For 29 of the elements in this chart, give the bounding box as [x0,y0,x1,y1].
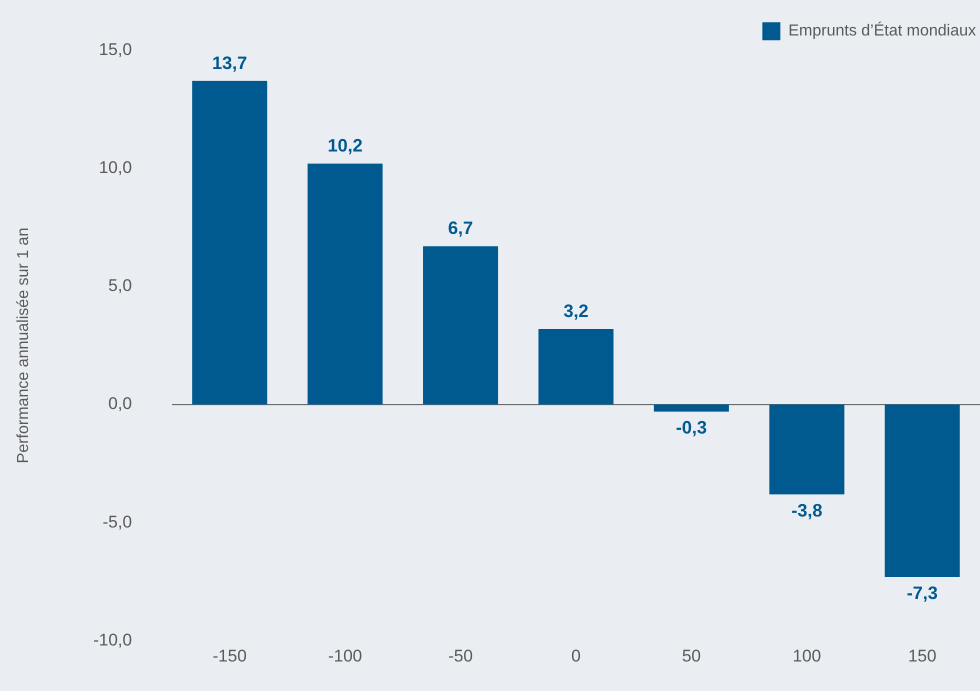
data-label: 13,7 [212,52,248,73]
x-tick-label: -100 [328,646,362,666]
bar [308,164,383,405]
y-tick-label: 5,0 [108,276,132,296]
data-label: 6,7 [448,218,474,238]
data-label: -0,3 [676,418,707,438]
x-tick-label: 150 [908,646,936,666]
x-tick-label: 100 [792,646,822,666]
legend-label: Emprunts d’État mondiaux [788,22,976,40]
x-tick-label: -150 [212,646,247,666]
data-label: 10,2 [328,136,363,156]
y-tick-label: -10,0 [93,630,132,650]
y-tick-label: 15,0 [98,40,132,59]
y-axis-title: Performance annualisée sur 1 an [15,228,32,464]
bar [192,80,268,405]
y-tick-label: 10,0 [98,158,132,178]
y-tick-label: -5,0 [102,512,132,532]
y-tick-label: 0,0 [108,394,132,414]
data-label: -3,8 [791,500,822,520]
bar [423,246,498,405]
data-label: -7,3 [906,582,938,603]
x-tick-label: 50 [682,646,701,666]
bar [769,404,844,494]
x-tick-label: 0 [571,646,581,666]
bar [884,404,960,578]
bar [654,404,729,412]
bar [538,328,614,405]
data-label: 3,2 [563,300,588,321]
x-tick-label: -50 [448,646,473,666]
